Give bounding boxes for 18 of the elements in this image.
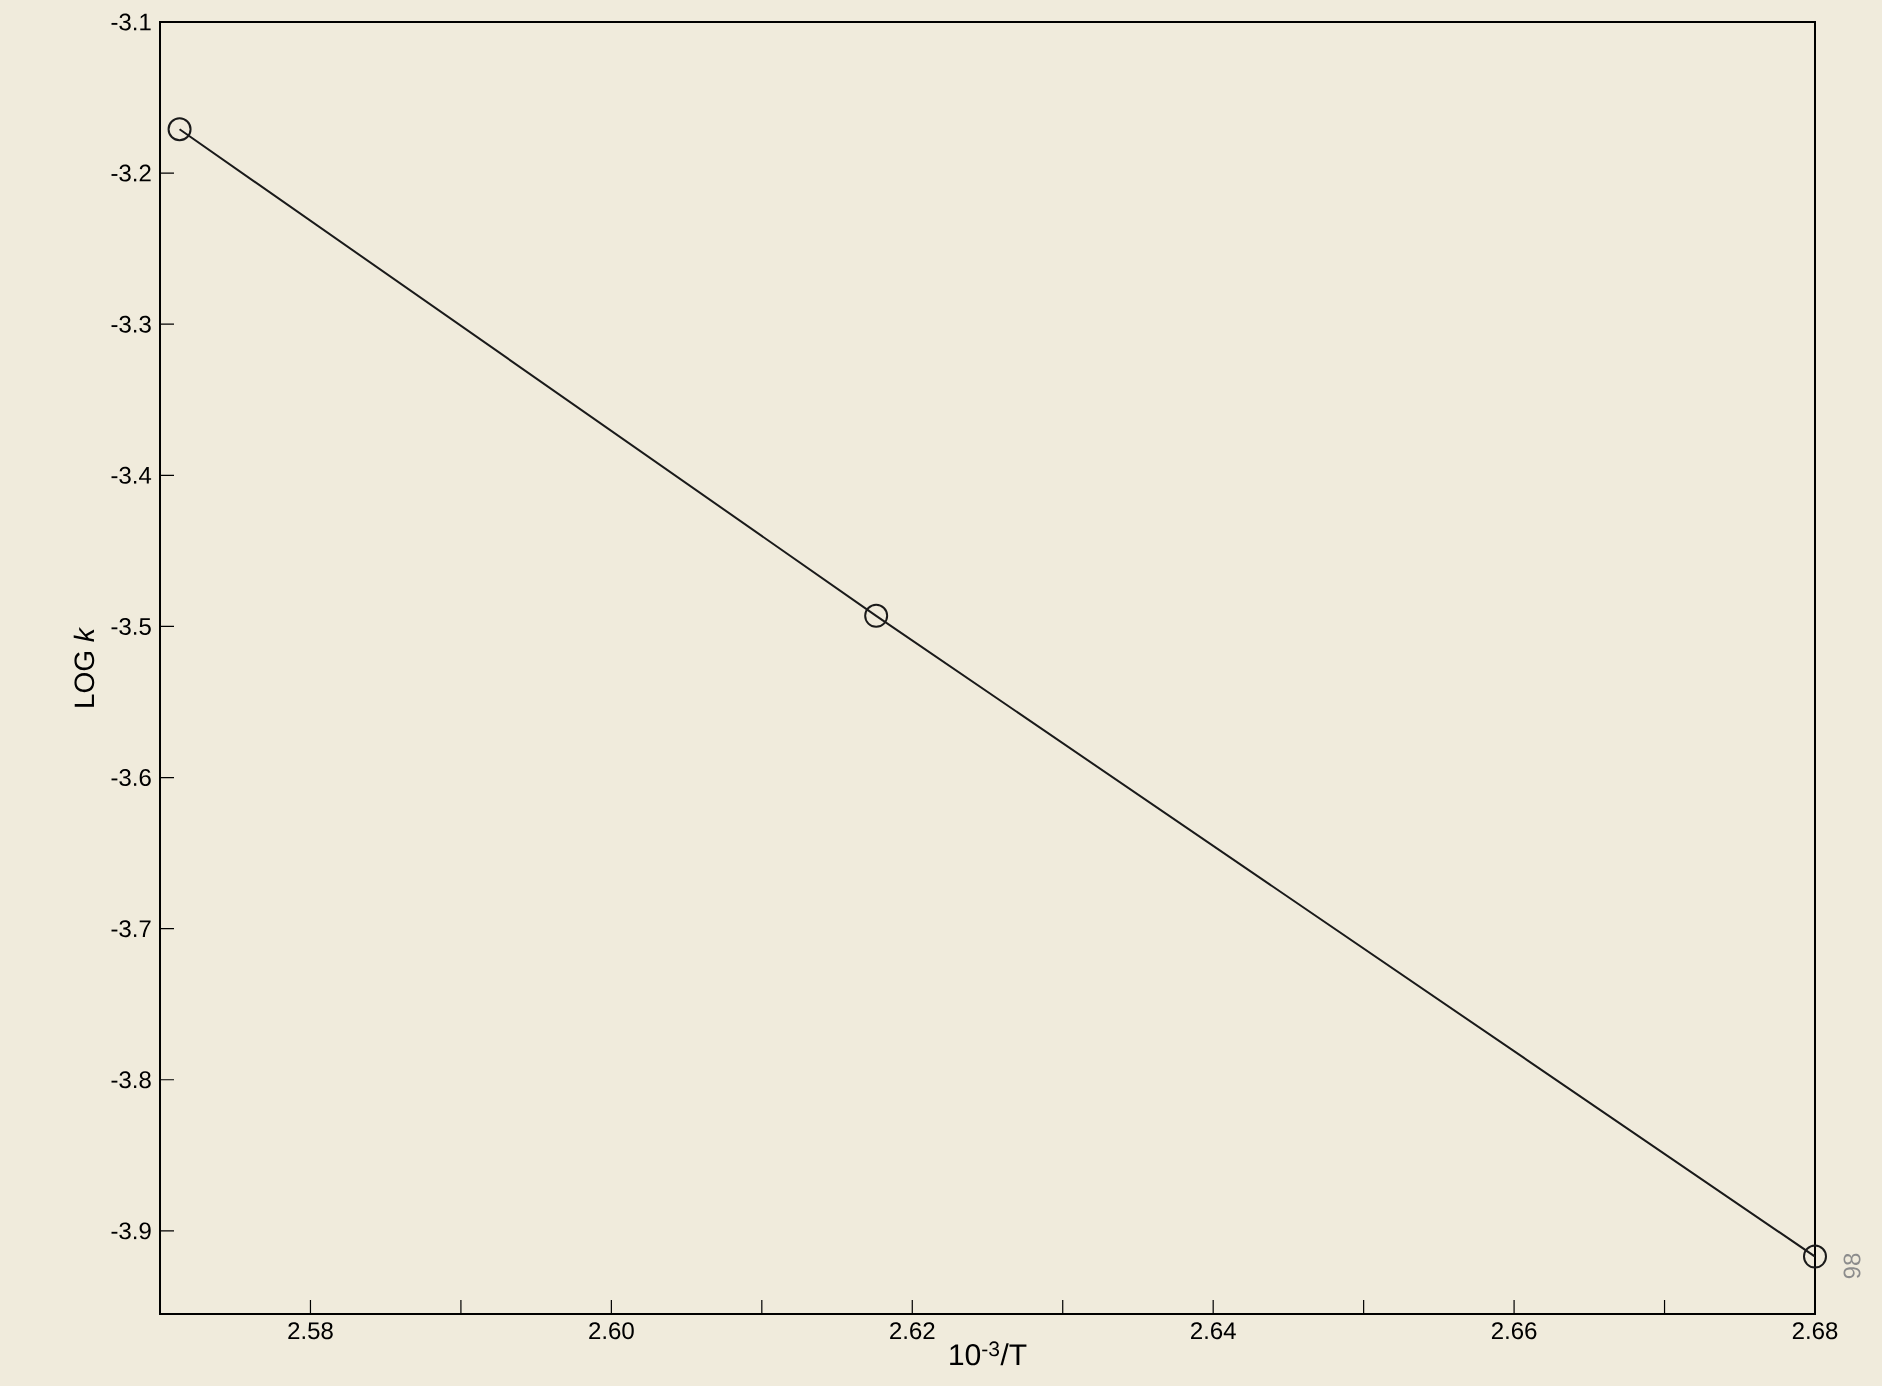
text: 98 xyxy=(1843,1253,1861,1279)
y-axis-title: LOG k xyxy=(73,626,95,707)
y-tick-label: -3.7 xyxy=(111,920,151,938)
x-tick-label: 2.66 xyxy=(1491,1322,1537,1340)
x-tick-label: 2.64 xyxy=(1191,1322,1236,1340)
y-tick-label: -3.8 xyxy=(111,1071,151,1089)
y-tick-label: -3.9 xyxy=(111,1222,151,1240)
y-tick-label: -3.6 xyxy=(111,769,151,787)
x-axis-title: 10$^{-3}$/T xyxy=(950,1341,1027,1366)
y-tick-label: -3.3 xyxy=(111,315,151,333)
x-tick-label: 2.68 xyxy=(1792,1322,1838,1340)
x-tick-label: 2.60 xyxy=(589,1322,634,1340)
y-tick-label: -3.2 xyxy=(111,164,151,182)
y-tick-label: -3.4 xyxy=(111,466,152,484)
y-tick-label: -3.1 xyxy=(111,13,151,31)
x-tick-label: 2.58 xyxy=(288,1322,333,1340)
x-tick-label: 2.62 xyxy=(890,1322,935,1340)
y-tick-label: -3.5 xyxy=(111,617,151,635)
